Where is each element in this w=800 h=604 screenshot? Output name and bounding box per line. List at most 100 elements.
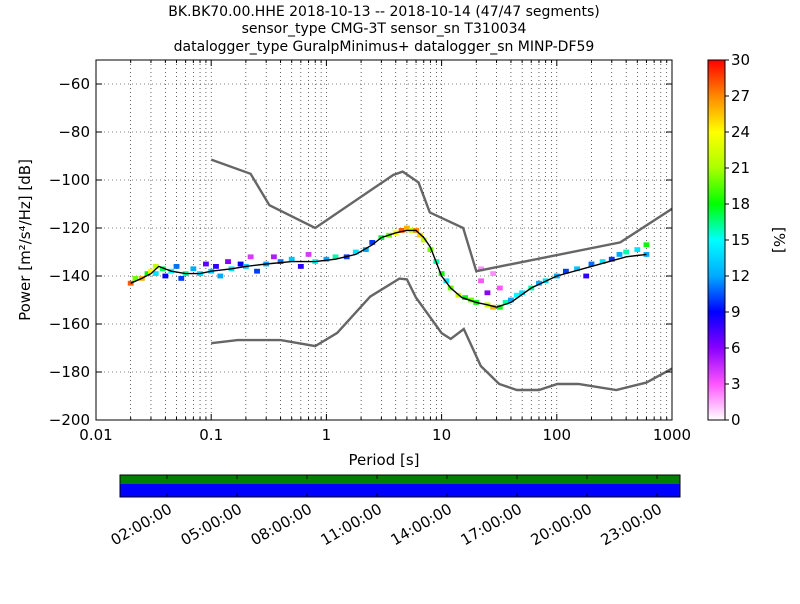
y-axis-label: Power [m²/s⁴/Hz] [dB] [16, 159, 34, 321]
mode-curve-layer [130, 229, 647, 308]
x-tick-label: 1 [322, 426, 332, 444]
histogram-cell [536, 280, 542, 286]
timeline-tick-label: 14:00:00 [388, 500, 455, 549]
histogram-cell [225, 259, 231, 264]
histogram-cell [277, 259, 284, 264]
y-tick-label: −120 [49, 219, 90, 237]
histogram-cell [305, 252, 312, 257]
histogram-cell [490, 271, 497, 276]
histogram-cell [203, 261, 209, 267]
histogram-cell [254, 268, 260, 274]
colorbar [707, 59, 726, 421]
colorbar-tick-label: 18 [731, 195, 750, 213]
timeline-tick-label: 17:00:00 [458, 500, 525, 549]
histogram-cell [427, 247, 434, 252]
histogram-cell [173, 264, 180, 269]
histogram-cell [643, 252, 650, 257]
histogram-cell [496, 304, 503, 310]
chart-title-line-3: datalogger_type GuralpMinimus+ datalogge… [174, 39, 595, 55]
histogram-cell [297, 264, 304, 269]
timeline-tick-label: 11:00:00 [318, 500, 385, 549]
low-noise-model-line [211, 277, 672, 392]
histogram-cell [490, 304, 497, 310]
histogram-cell [323, 256, 330, 262]
histogram-cell [362, 247, 369, 252]
y-tick-label: −140 [49, 267, 90, 285]
colorbar-label: [%] [770, 227, 788, 253]
colorbar-ticks: 0 3 6 9 12 15 18 21 24 27 30 [725, 51, 750, 429]
timeline-bottom-strip [120, 484, 680, 497]
timeline-frame [119, 474, 681, 498]
histogram-cell [398, 228, 405, 233]
histogram-cell [332, 254, 339, 260]
colorbar-tick-label: 6 [731, 339, 741, 357]
histogram-cell [237, 261, 244, 267]
timeline-tick-label: 05:00:00 [178, 500, 245, 549]
histogram-cell [513, 292, 520, 298]
colorbar-tick-label: 9 [731, 303, 741, 321]
colorbar-tick-label: 3 [731, 375, 741, 393]
histogram-cell [404, 225, 410, 231]
colorbar-tick-label: 30 [731, 51, 750, 69]
histogram-cell [563, 268, 569, 274]
histogram-cell [484, 290, 491, 296]
histogram-cell [148, 268, 154, 274]
timeline-tick-label: 02:00:00 [108, 500, 175, 549]
histogram-cell [420, 237, 427, 243]
histogram-cell [634, 247, 641, 252]
y-tick-label: −80 [58, 123, 90, 141]
histogram-cell [417, 232, 423, 238]
x-tick-label: 1000 [653, 426, 691, 444]
timeline-tick-label: 23:00:00 [598, 500, 665, 549]
mode-line [130, 229, 647, 308]
colorbar-tick-label: 15 [731, 231, 750, 249]
histogram-cell [352, 249, 359, 255]
histogram-cell [162, 273, 169, 279]
y-tick-label: −200 [49, 411, 90, 429]
colorbar-tick-label: 21 [731, 159, 750, 177]
histogram-cell [478, 278, 484, 284]
histogram-cell [478, 266, 484, 272]
histogram-cell [217, 273, 224, 279]
timeline-top-strip [120, 475, 680, 484]
histogram-cell [588, 261, 595, 267]
histogram-cell [369, 240, 376, 245]
histogram-cell [132, 276, 139, 281]
colorbar-tick-label: 24 [731, 123, 750, 141]
x-tick-label: 0.01 [79, 426, 112, 444]
histogram-cell [159, 266, 166, 272]
x-tick-label: 100 [542, 426, 571, 444]
histogram-cell [508, 297, 514, 303]
histogram-cell [519, 290, 526, 296]
histogram-cell [599, 259, 606, 264]
histogram-cell [443, 278, 450, 284]
histogram-cell [462, 295, 469, 300]
histogram-cell [608, 256, 615, 262]
colorbar-tick-label: 0 [731, 411, 741, 429]
histogram-cell [190, 266, 197, 272]
histogram-cell [623, 249, 630, 255]
histogram-cell [583, 273, 590, 279]
histogram-cell [152, 271, 159, 276]
x-tick-label: 10 [432, 426, 451, 444]
x-axis-ticks: 0.01 0.1 1 10 100 1000 [79, 60, 691, 444]
histogram-cell [213, 264, 219, 269]
histogram-cell [496, 285, 503, 291]
x-axis-label: Period [s] [348, 451, 419, 469]
chart-title-line-2: sensor_type CMG-3T sensor_sn T310034 [242, 21, 527, 37]
y-axis-ticks: −60 −80 −100 −120 −140 −160 −180 −200 [49, 75, 672, 429]
y-tick-label: −180 [49, 363, 90, 381]
plot-frame [95, 59, 673, 421]
y-tick-label: −160 [49, 315, 90, 333]
colorbar-tick-label: 12 [731, 267, 750, 285]
histogram-cell [247, 254, 254, 260]
histogram-cell [127, 280, 134, 286]
histogram-cell [616, 252, 623, 257]
high-noise-model-line [210, 158, 672, 273]
histogram-cell [643, 242, 650, 248]
y-tick-label: −100 [49, 171, 90, 189]
y-tick-label: −60 [58, 75, 90, 93]
histogram-cell [574, 266, 581, 272]
